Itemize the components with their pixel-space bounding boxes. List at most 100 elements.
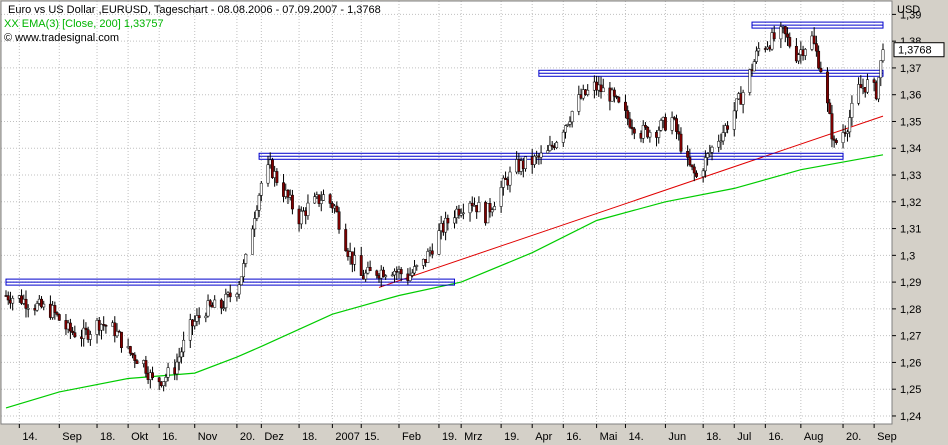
candle-body bbox=[102, 324, 106, 326]
candle-body bbox=[550, 144, 554, 147]
candle-body bbox=[710, 146, 714, 153]
candle bbox=[881, 43, 885, 63]
candle bbox=[237, 281, 241, 299]
candle-body bbox=[703, 157, 707, 172]
candle bbox=[877, 77, 881, 103]
candle bbox=[688, 148, 692, 167]
candle bbox=[615, 95, 619, 100]
candle bbox=[193, 315, 197, 330]
candle bbox=[335, 201, 339, 213]
y-tick-label: 1,3 bbox=[900, 250, 915, 262]
candle bbox=[628, 112, 632, 129]
candle-body bbox=[73, 332, 77, 338]
y-tick-label: 1,36 bbox=[900, 90, 921, 102]
candle-body bbox=[35, 303, 39, 311]
candle-body bbox=[812, 35, 816, 44]
candle-body bbox=[732, 110, 736, 130]
candle bbox=[690, 164, 694, 171]
candle bbox=[242, 259, 246, 282]
y-tick-label: 1,35 bbox=[900, 116, 921, 128]
candle-body bbox=[266, 164, 270, 184]
candle bbox=[648, 129, 652, 143]
candle bbox=[586, 84, 590, 97]
candle bbox=[286, 189, 290, 205]
candle-body bbox=[259, 182, 263, 196]
candle-body bbox=[721, 132, 725, 142]
candle-body bbox=[390, 274, 394, 277]
candle-body bbox=[133, 354, 137, 361]
candle-body bbox=[282, 182, 285, 197]
candle bbox=[381, 266, 385, 278]
candle bbox=[493, 201, 496, 211]
candle bbox=[195, 308, 199, 327]
candle-body bbox=[648, 132, 652, 138]
candle-body bbox=[82, 327, 86, 339]
candle bbox=[468, 200, 472, 222]
candle-body bbox=[866, 79, 869, 93]
y-tick-label: 1,34 bbox=[900, 143, 921, 155]
candle bbox=[490, 207, 494, 217]
candle-body bbox=[359, 255, 363, 276]
candle bbox=[834, 138, 838, 145]
x-tick-label: Feb bbox=[402, 431, 421, 443]
candle bbox=[299, 206, 303, 229]
candle bbox=[546, 145, 550, 154]
candle bbox=[57, 313, 61, 321]
candle-body bbox=[375, 270, 379, 276]
candle bbox=[228, 284, 232, 303]
candle-body bbox=[748, 69, 752, 93]
candle-body bbox=[299, 211, 303, 225]
candle-body bbox=[872, 79, 876, 83]
plot-area bbox=[1, 1, 892, 424]
candle bbox=[250, 225, 254, 255]
candle-body bbox=[393, 271, 396, 276]
candle bbox=[437, 223, 441, 256]
candle-body bbox=[84, 327, 88, 331]
candle-body bbox=[679, 133, 683, 152]
candle-body bbox=[71, 330, 75, 333]
candle-body bbox=[453, 217, 456, 224]
candle-body bbox=[501, 177, 505, 188]
x-tick-label: Sep bbox=[877, 431, 897, 443]
candle-body bbox=[561, 131, 565, 143]
candle-body bbox=[675, 118, 678, 132]
candle-body bbox=[624, 101, 627, 111]
candle bbox=[393, 268, 396, 283]
candle bbox=[40, 296, 43, 309]
candle-body bbox=[846, 131, 849, 134]
candle bbox=[617, 95, 621, 104]
candle bbox=[68, 318, 72, 339]
candle-body bbox=[546, 150, 550, 154]
candle-body bbox=[834, 140, 838, 143]
y-axis: 1,24 1,25 1,26 1,27 1,28 1,29 1,3 1,31 1,32 1,33 1… bbox=[892, 9, 921, 423]
candle bbox=[857, 77, 861, 106]
candle bbox=[477, 196, 481, 213]
candle bbox=[368, 260, 372, 272]
candle-body bbox=[877, 77, 881, 100]
candle bbox=[783, 25, 787, 43]
candle bbox=[426, 248, 430, 263]
candle bbox=[197, 307, 201, 325]
x-tick-label: 18. bbox=[302, 431, 317, 443]
candle bbox=[317, 194, 321, 207]
candle bbox=[364, 269, 368, 282]
candle-body bbox=[177, 356, 181, 363]
candle-body bbox=[499, 187, 503, 207]
candle bbox=[797, 52, 801, 65]
candle-body bbox=[797, 54, 801, 62]
candle bbox=[732, 102, 736, 137]
candle bbox=[164, 373, 168, 387]
candle-body bbox=[68, 322, 72, 332]
candle-body bbox=[615, 95, 619, 98]
candle bbox=[162, 381, 166, 392]
candle bbox=[179, 347, 183, 364]
candle-body bbox=[461, 212, 465, 215]
candle-body bbox=[11, 298, 15, 304]
candle bbox=[330, 201, 334, 213]
candle-body bbox=[175, 361, 179, 375]
candle-layer bbox=[4, 22, 885, 392]
candle-body bbox=[708, 152, 712, 154]
candle bbox=[306, 194, 310, 220]
candle bbox=[717, 134, 721, 153]
candle bbox=[175, 353, 179, 381]
